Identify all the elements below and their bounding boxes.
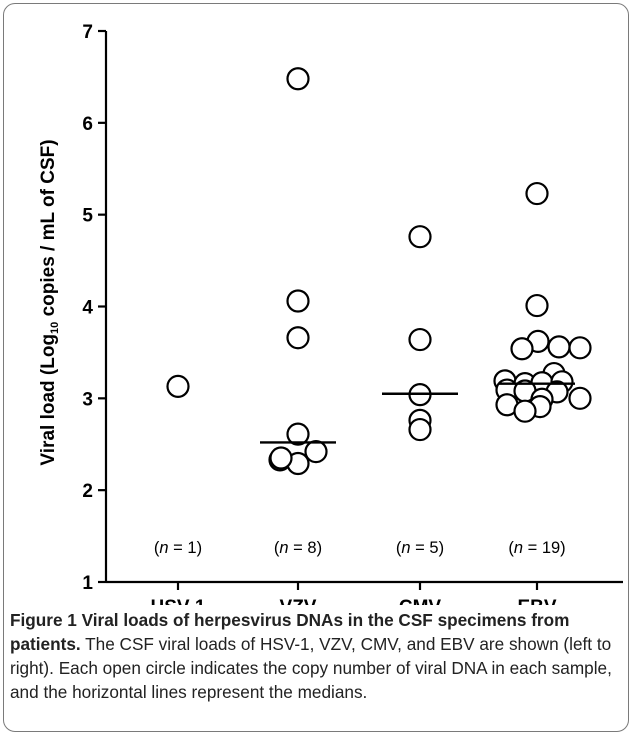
n-label: (n = 8) [274, 539, 322, 557]
data-point-cmv [408, 327, 432, 352]
data-marks [166, 67, 592, 476]
data-point-cmv [408, 417, 432, 442]
data-point-ebv [525, 293, 549, 318]
data-point-vzv [269, 446, 293, 470]
x-tick-label: CMV [399, 597, 442, 605]
data-point-ebv [525, 181, 549, 206]
data-point-vzv [286, 289, 310, 313]
data-point-vzv [286, 326, 310, 350]
data-point-cmv [408, 225, 432, 249]
chart-labels: 1 2 3 4 5 6 7 HSV-1 VZV CMV EBV (n = 1) (n = 8) (n = … [38, 22, 566, 605]
y-tick-label: 2 [82, 481, 93, 502]
x-tick-label: VZV [280, 597, 317, 605]
scatter-chart: 1 2 3 4 5 6 7 HSV-1 VZV CMV EBV (n = 1) (n = 8) (n = … [38, 22, 623, 605]
data-point-ebv [568, 386, 592, 410]
figure-frame [3, 3, 629, 732]
y-tick-label: 3 [82, 389, 93, 410]
data-point-vzv [286, 422, 310, 446]
x-tick-label: HSV-1 [151, 597, 206, 605]
y-tick-label: 5 [82, 206, 93, 227]
y-tick-label: 4 [82, 298, 93, 319]
n-label: (n = 19) [508, 539, 565, 557]
caption-title: Figure 1 Viral loads of herpesvirus DNAs… [10, 610, 570, 654]
y-tick-label: 1 [82, 573, 93, 594]
figure-caption: Figure 1 Viral loads of herpesvirus DNAs… [10, 608, 622, 704]
data-point-hsv-1 [166, 374, 190, 398]
n-label: (n = 5) [396, 539, 444, 557]
data-point-vzv [286, 67, 310, 91]
axes [98, 29, 623, 590]
data-point-ebv [568, 336, 592, 360]
x-tick-label: EBV [517, 597, 556, 605]
caption-body: The CSF viral loads of HSV-1, VZV, CMV, … [10, 634, 612, 702]
data-point-vzv [304, 439, 328, 464]
n-label: (n = 1) [154, 539, 202, 557]
y-tick-label: 6 [82, 114, 93, 135]
data-point-ebv [510, 337, 534, 361]
y-tick-label: 7 [82, 22, 93, 43]
data-point-ebv [513, 399, 537, 423]
data-point-ebv [547, 335, 571, 359]
y-axis-title: Viral load (Log10 copies / mL of CSF) [38, 139, 61, 465]
